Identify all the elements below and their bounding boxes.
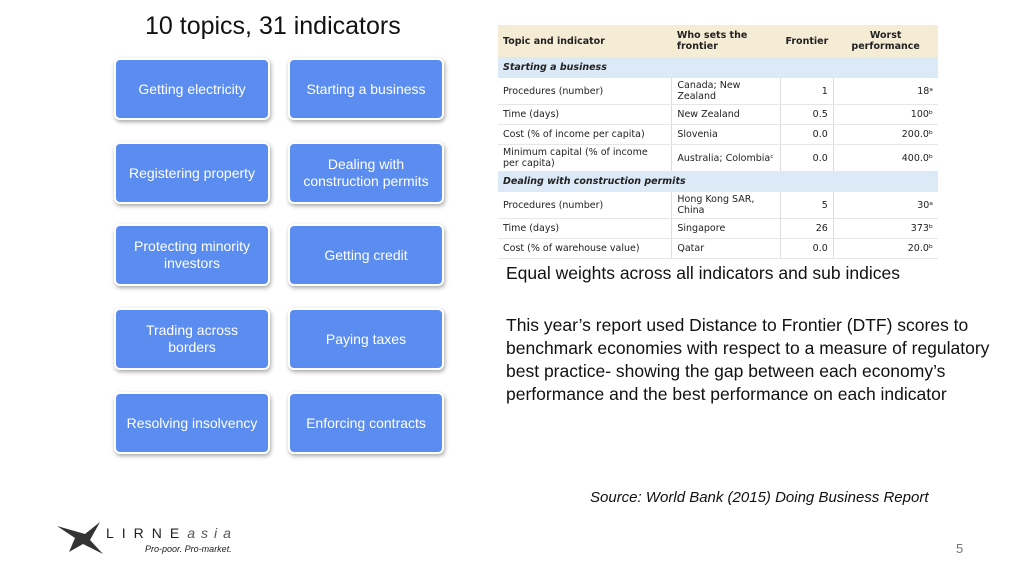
table-row: Procedures (number) Hong Kong SAR, China 5… (498, 191, 938, 219)
table-cell: 100ᵇ (832, 104, 938, 125)
section-row: Dealing with construction permits (498, 171, 938, 192)
section-cell: Starting a business (498, 57, 938, 78)
table-cell: Australia; Colombiaᶜ (671, 144, 781, 172)
indicator-table: Topic and indicator Who sets the frontier… (498, 25, 938, 259)
table-cell: 5 (779, 191, 834, 219)
table-cell: Procedures (number) (498, 191, 672, 219)
table-row: Cost (% of income per capita) Slovenia 0.0… (498, 124, 938, 145)
topic-box: Paying taxes (288, 308, 444, 370)
table-cell: 0.0 (779, 144, 834, 172)
source-note: Source: World Bank (2015) Doing Business… (590, 489, 929, 506)
table-row: Minimum capital (% of income per capita)… (498, 144, 938, 172)
table-cell: Minimum capital (% of income per capita) (498, 144, 672, 172)
table-cell: Cost (% of warehouse value) (498, 238, 672, 259)
table-cell: Hong Kong SAR, China (671, 191, 781, 219)
topic-box: Resolving insolvency (114, 392, 270, 454)
table-cell: 30ᵃ (832, 191, 938, 219)
table-cell: Cost (% of income per capita) (498, 124, 672, 145)
table-cell: Canada; New Zealand (671, 77, 781, 105)
table-cell: Time (days) (498, 104, 672, 125)
table-cell: 1 (779, 77, 834, 105)
logo-suffix: asia (187, 525, 237, 541)
topic-box: Registering property (114, 142, 270, 204)
logo-tagline: Pro-poor. Pro-market. (145, 544, 232, 554)
table-cell: Singapore (671, 218, 781, 239)
table-cell: 373ᵇ (832, 218, 938, 239)
paragraph: This year’s report used Distance to Fron… (506, 315, 990, 404)
table-cell: 0.0 (779, 238, 834, 259)
page-number: 5 (956, 541, 964, 556)
header-cell: Who sets the frontier (671, 25, 781, 58)
table-cell: 0.0 (779, 124, 834, 145)
table-cell: Qatar (671, 238, 781, 259)
table-row: Procedures (number) Canada; New Zealand 1 1… (498, 77, 938, 105)
table-cell: 26 (779, 218, 834, 239)
header-cell: Topic and indicator (498, 25, 672, 58)
logo-bird (57, 522, 103, 554)
header-row: Topic and indicator Who sets the frontier… (498, 25, 938, 58)
table-row: Time (days) New Zealand 0.5 100ᵇ (498, 104, 938, 125)
paragraph: Equal weights across all indicators and … (506, 263, 900, 283)
table-cell: 20.0ᵇ (832, 238, 938, 259)
table-cell: 0.5 (779, 104, 834, 125)
topic-box: Getting credit (288, 224, 444, 286)
topic-box: Dealing with construction permits (288, 142, 444, 204)
table-cell: 200.0ᵇ (832, 124, 938, 145)
table-cell: New Zealand (671, 104, 781, 125)
topic-box: Protecting minority investors (114, 224, 270, 286)
topic-box: Trading across borders (114, 308, 270, 370)
table-cell: Slovenia (671, 124, 781, 145)
logo-icon (57, 522, 103, 554)
header-cell: Worst performance (833, 25, 938, 58)
header-cell: Frontier (780, 25, 834, 58)
logo-main: LIRNE (106, 525, 188, 541)
section-cell: Dealing with construction permits (498, 171, 938, 192)
topic-box: Enforcing contracts (288, 392, 444, 454)
slide-title: 10 topics, 31 indicators (145, 12, 401, 40)
table-cell: 18ᵃ (832, 77, 938, 105)
section-row: Starting a business (498, 57, 938, 78)
table-cell: 400.0ᵇ (832, 144, 938, 172)
table-cell: Procedures (number) (498, 77, 672, 105)
table-cell: Time (days) (498, 218, 672, 239)
logo-name: LIRNEasia (106, 525, 237, 541)
topic-box: Starting a business (288, 58, 444, 120)
table-row: Time (days) Singapore 26 373ᵇ (498, 218, 938, 239)
topic-box: Getting electricity (114, 58, 270, 120)
table-row: Cost (% of warehouse value) Qatar 0.0 20.0ᵇ (498, 238, 938, 259)
